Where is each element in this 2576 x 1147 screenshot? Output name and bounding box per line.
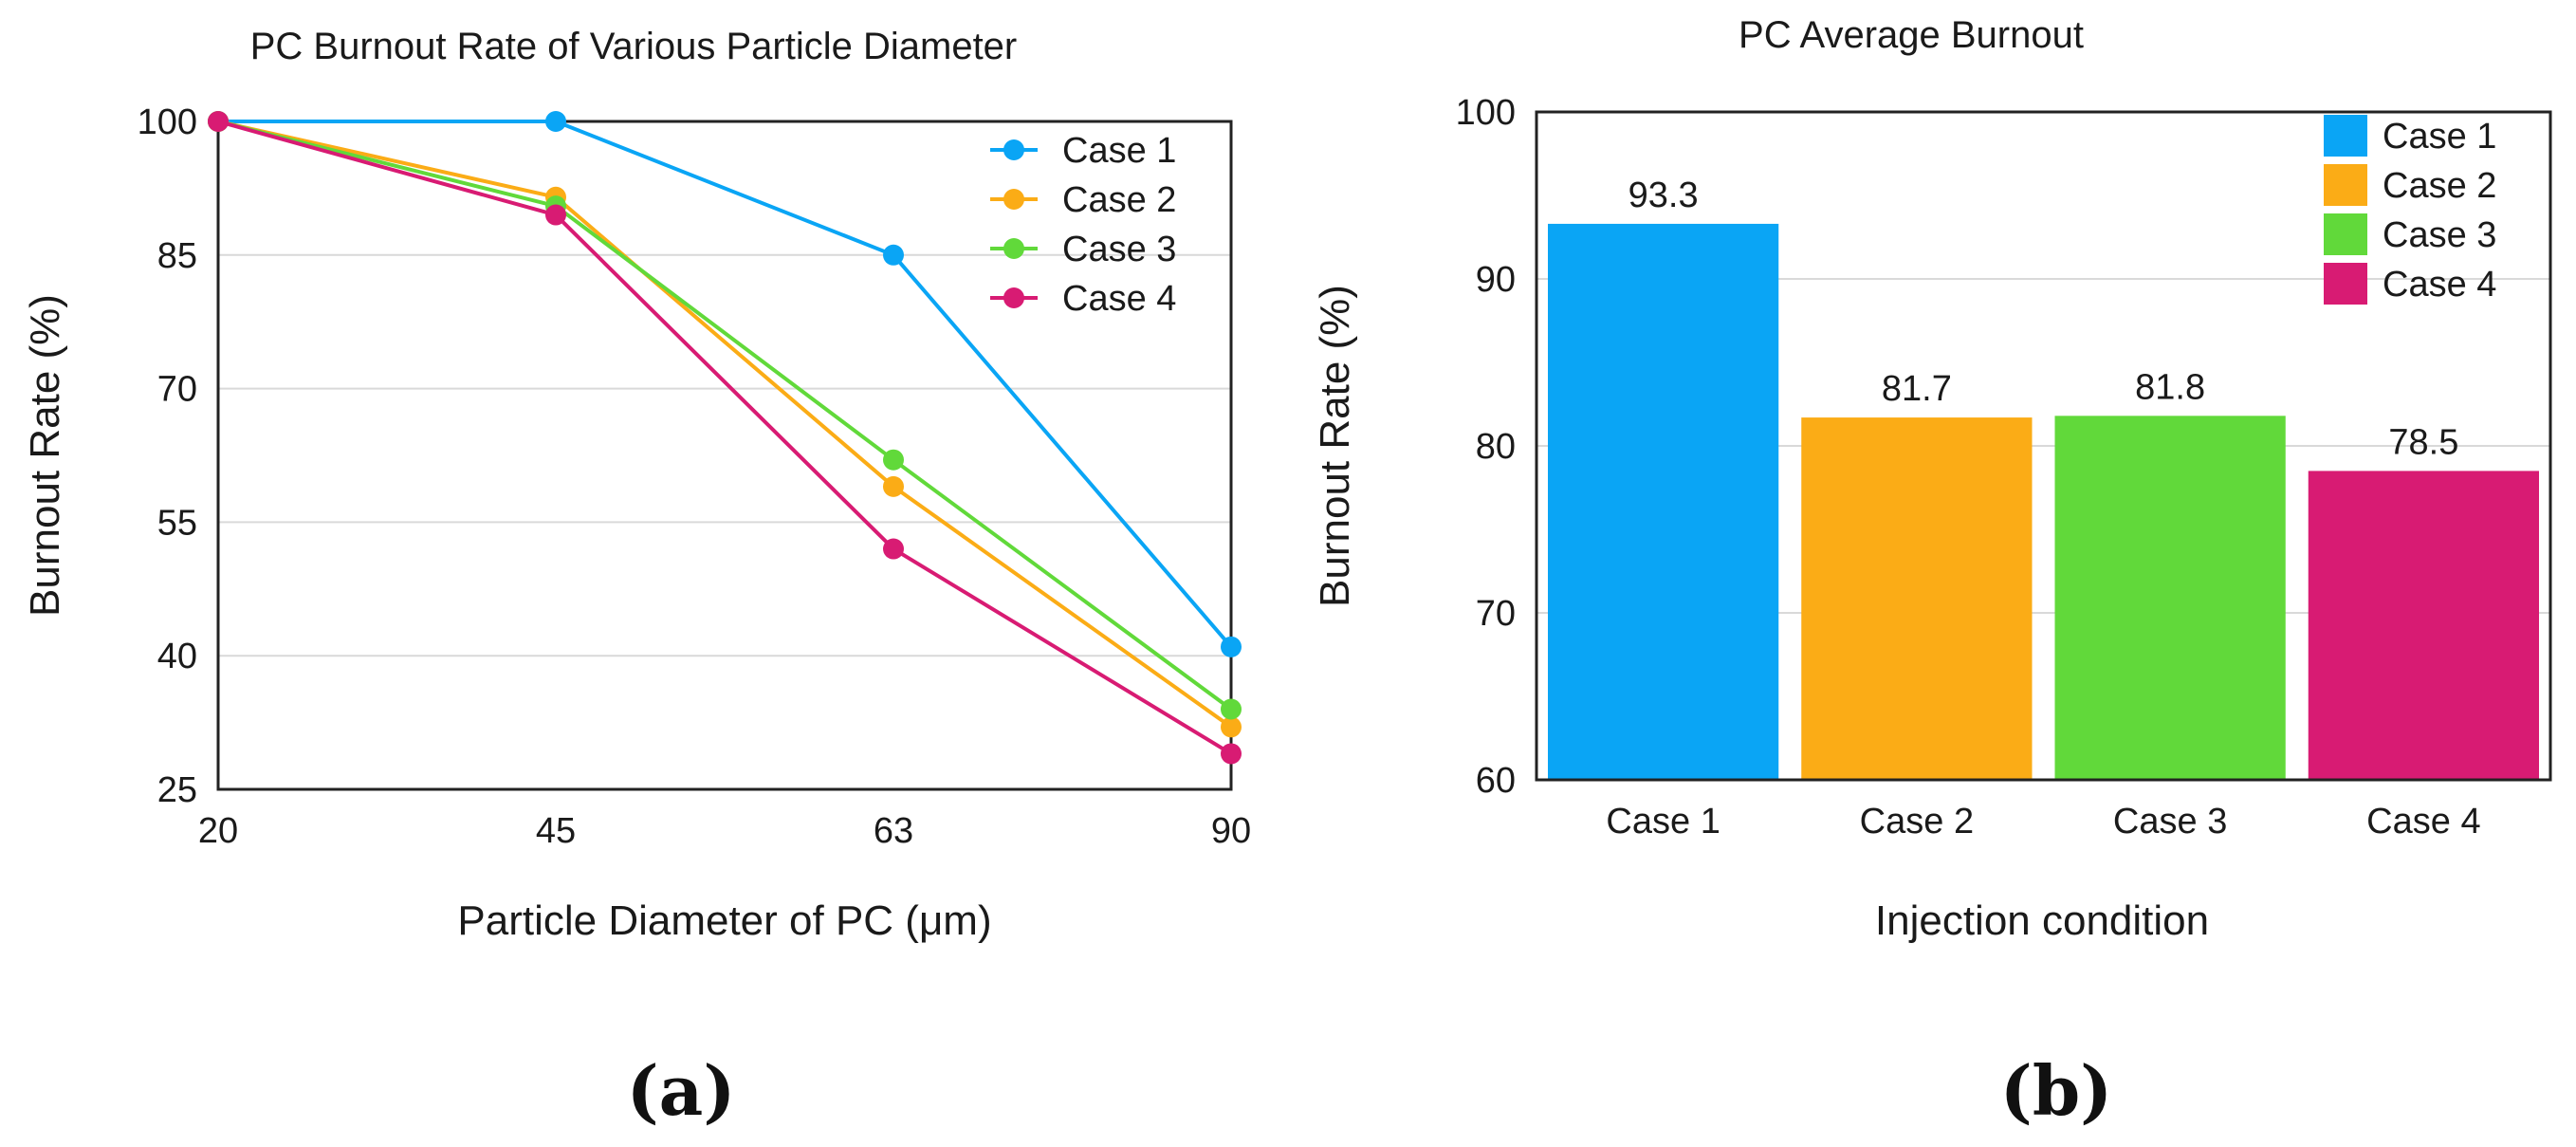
- chart-a-y-tick: 100: [138, 102, 197, 142]
- bar-value-label: 81.8: [2135, 367, 2205, 407]
- data-point-case-4: [208, 111, 229, 132]
- bar-case-3: [2054, 416, 2286, 780]
- chart-b-x-axis-label: Injection condition: [1875, 897, 2209, 944]
- data-point-case-1: [883, 244, 904, 266]
- data-point-case-4: [545, 204, 566, 226]
- legend-entry-case-3: Case 3: [2324, 213, 2496, 255]
- chart-b-x-tick: Case 2: [1860, 802, 1974, 842]
- chart-a-y-tick: 70: [157, 370, 197, 410]
- chart-b-y-tick: 80: [1476, 427, 1516, 467]
- chart-a-x-axis-label: Particle Diameter of PC (μm): [457, 897, 991, 944]
- chart-b-x-tick: Case 3: [2113, 802, 2227, 842]
- chart-a-y-tick: 85: [157, 236, 197, 276]
- chart-b-legend: Case 1 Case 2 Case 3 Case 4: [2324, 115, 2496, 305]
- chart-b-y-axis-label: Burnout Rate (%): [1312, 285, 1358, 607]
- chart-b-value-labels: 93.3 81.7 81.8 78.5: [1628, 176, 2459, 462]
- chart-b-y-tick: 90: [1476, 260, 1516, 300]
- data-point-case-2: [883, 475, 904, 497]
- legend-label: Case 1: [1062, 131, 1176, 171]
- data-point-case-3: [883, 449, 904, 471]
- series-line-case-4: [217, 120, 1233, 756]
- chart-a-y-tick: 55: [157, 503, 197, 543]
- chart-b-y-tick: 60: [1476, 761, 1516, 801]
- legend-entry-case-3: Case 3: [990, 230, 1176, 269]
- data-point-case-4: [1221, 743, 1242, 765]
- data-point-case-2: [1221, 716, 1242, 738]
- legend-label: Case 3: [1062, 230, 1176, 269]
- chart-b-y-tick-labels: 60 70 80 90 100: [1456, 93, 1516, 801]
- bar-value-label: 81.7: [1882, 369, 1952, 409]
- legend-label: Case 4: [1062, 279, 1176, 319]
- legend-swatch: [2324, 115, 2367, 157]
- legend-marker: [1003, 139, 1024, 160]
- chart-b-bars: [1548, 223, 2539, 781]
- legend-entry-case-4: Case 4: [2324, 263, 2496, 305]
- chart-b-y-tick: 100: [1456, 93, 1516, 133]
- chart-b-y-tick: 70: [1476, 594, 1516, 634]
- legend-label: Case 1: [2383, 117, 2496, 157]
- legend-label: Case 2: [2383, 166, 2496, 206]
- bar-value-label: 93.3: [1628, 176, 1699, 215]
- legend-entry-case-2: Case 2: [990, 180, 1176, 220]
- legend-entry-case-2: Case 2: [2324, 164, 2496, 206]
- legend-entry-case-1: Case 1: [990, 131, 1176, 171]
- legend-entry-case-1: Case 1: [2324, 115, 2496, 157]
- chart-a-series: [208, 111, 1242, 765]
- chart-a-y-tick: 25: [157, 770, 197, 810]
- chart-b-title: PC Average Burnout: [1739, 14, 2084, 56]
- chart-b-x-tick-labels: Case 1 Case 2 Case 3 Case 4: [1606, 802, 2480, 842]
- line-chart-a: PC Burnout Rate of Various Particle Diam…: [22, 26, 1251, 1131]
- legend-label: Case 3: [2383, 215, 2496, 255]
- chart-a-x-tick-labels: 20 45 63 90: [198, 811, 1251, 851]
- series-line-case-2: [217, 120, 1233, 729]
- data-point-case-3: [1221, 698, 1242, 720]
- panel-label-b: (b): [2000, 1050, 2112, 1131]
- bar-case-1: [1548, 223, 1779, 781]
- legend-marker: [1003, 189, 1024, 210]
- series-line-case-1: [218, 120, 1233, 649]
- legend-label: Case 4: [2383, 265, 2496, 305]
- chart-a-y-tick-labels: 25 40 55 70 85 100: [138, 102, 197, 810]
- series-line-case-3: [217, 120, 1233, 712]
- chart-a-y-axis-label: Burnout Rate (%): [22, 294, 68, 617]
- chart-a-x-tick: 90: [1211, 811, 1251, 851]
- bar-case-2: [1801, 417, 2033, 780]
- legend-swatch: [2324, 213, 2367, 255]
- data-point-case-4: [883, 538, 904, 560]
- chart-a-x-tick: 45: [536, 811, 576, 851]
- chart-a-plot-frame: [216, 120, 1233, 791]
- data-point-case-1: [545, 111, 566, 132]
- bar-case-4: [2308, 471, 2539, 780]
- chart-a-x-tick: 20: [198, 811, 238, 851]
- chart-b-x-tick: Case 1: [1606, 802, 1720, 842]
- panel-label-a: (a): [627, 1050, 736, 1131]
- chart-a-title: PC Burnout Rate of Various Particle Diam…: [250, 26, 1018, 67]
- legend-label: Case 2: [1062, 180, 1176, 220]
- legend-swatch: [2324, 263, 2367, 305]
- chart-a-x-tick: 63: [874, 811, 913, 851]
- chart-a-gridlines: [218, 253, 1231, 657]
- bar-value-label: 78.5: [2388, 422, 2458, 462]
- chart-a-legend: Case 1 Case 2 Case 3 Case 4: [990, 131, 1176, 319]
- chart-b-x-tick: Case 4: [2366, 802, 2480, 842]
- legend-marker: [1003, 287, 1024, 308]
- chart-a-y-tick: 40: [157, 637, 197, 676]
- chart-b-plot-frame: [1535, 110, 2552, 782]
- series-case-4: [208, 111, 1242, 765]
- legend-swatch: [2324, 164, 2367, 206]
- data-point-case-1: [1221, 636, 1242, 657]
- legend-entry-case-4: Case 4: [990, 279, 1176, 319]
- legend-marker: [1003, 238, 1024, 259]
